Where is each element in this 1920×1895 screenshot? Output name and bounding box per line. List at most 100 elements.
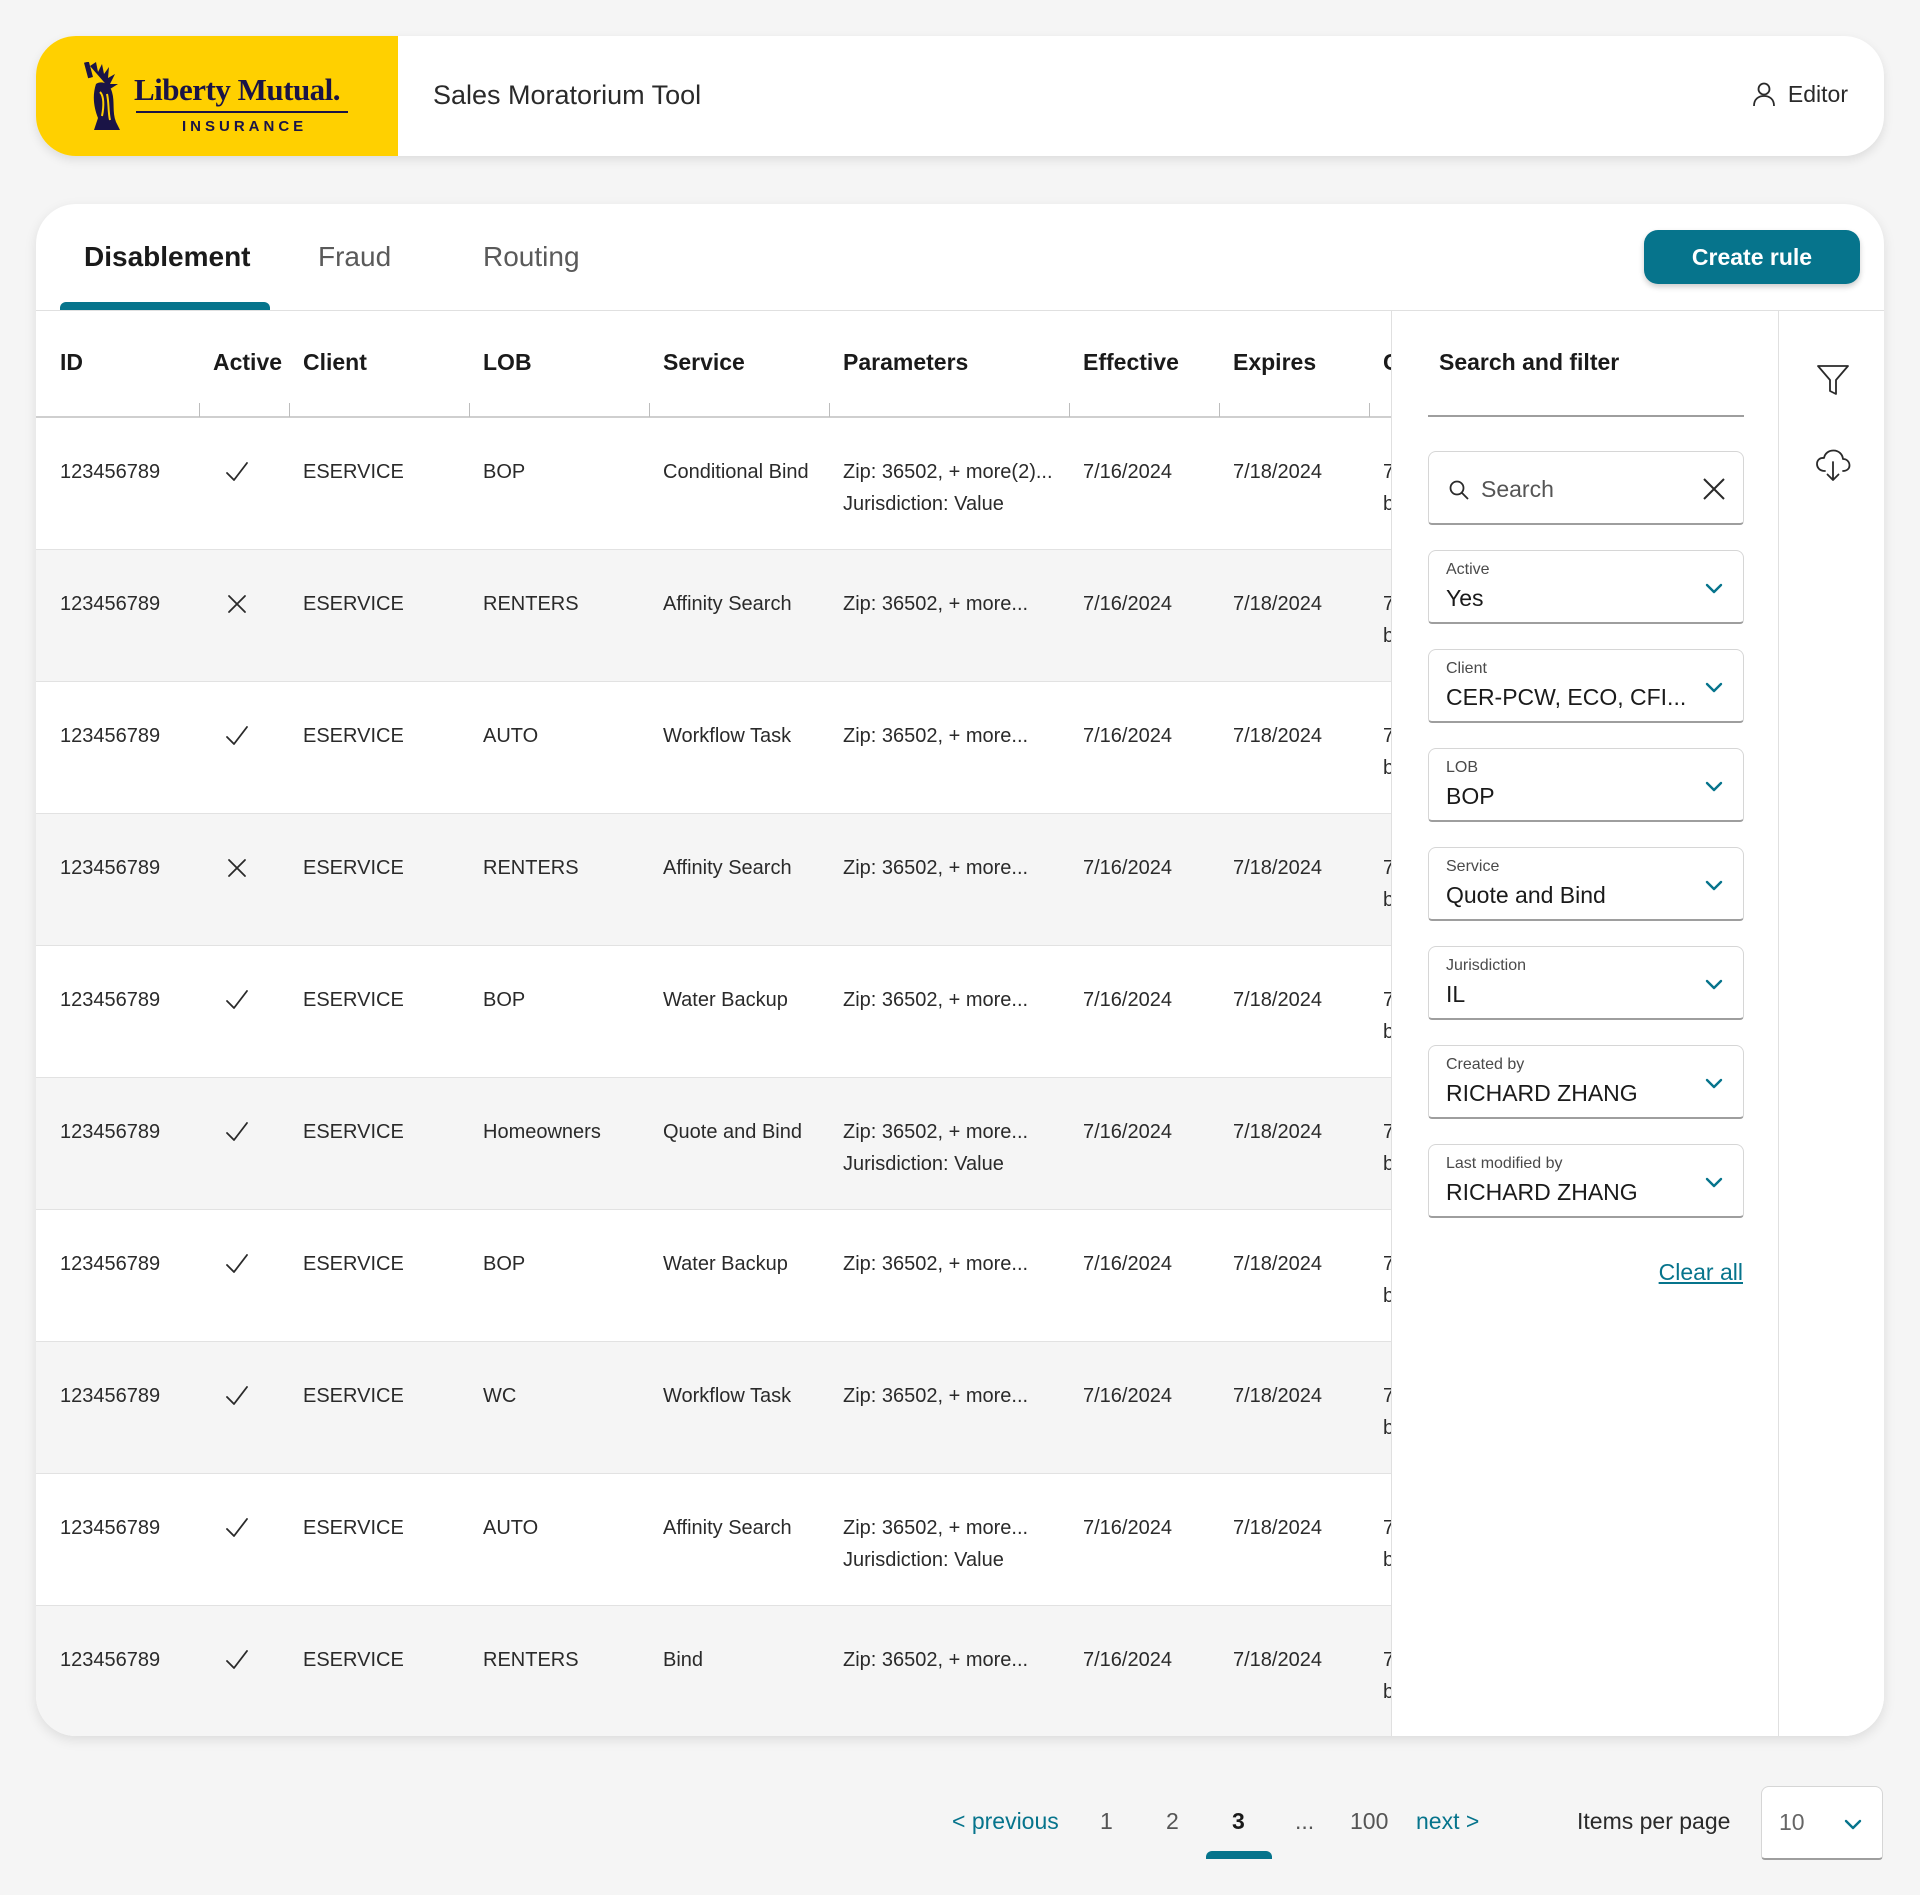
cell-service: Water Backup bbox=[663, 1253, 788, 1275]
col-separator[interactable] bbox=[829, 403, 830, 417]
table-row[interactable]: 123456789 ESERVICE AUTO Workflow Task Zip: 3… bbox=[36, 682, 1391, 814]
table-row[interactable]: 123456789 ESERVICE RENTERS Affinity Search Z… bbox=[36, 550, 1391, 682]
parameters-line: Zip: 36502, + more(2)... bbox=[843, 461, 1053, 483]
parameters-line: Zip: 36502, + more... bbox=[843, 1385, 1029, 1407]
truncated-line: 7 bbox=[1383, 725, 1391, 747]
cell-service: Affinity Search bbox=[663, 1517, 792, 1539]
cell-effective: 7/16/2024 bbox=[1083, 1649, 1172, 1671]
last-modified-by-filter-dropdown[interactable]: Last modified by RICHARD ZHANG bbox=[1428, 1144, 1744, 1218]
col-separator[interactable] bbox=[199, 403, 200, 417]
col-header-service[interactable]: Service bbox=[663, 349, 745, 375]
cell-client: ESERVICE bbox=[303, 1385, 404, 1407]
tab-disablement[interactable]: Disablement bbox=[60, 204, 270, 310]
table-row[interactable]: 123456789 ESERVICE Homeowners Quote and Bin… bbox=[36, 1078, 1391, 1210]
close-icon bbox=[228, 595, 246, 613]
user-menu[interactable]: Editor bbox=[1750, 80, 1848, 108]
cell-lob: RENTERS bbox=[483, 1649, 579, 1671]
col-separator[interactable] bbox=[1219, 403, 1220, 417]
cell-id: 123456789 bbox=[60, 1517, 161, 1539]
page-link-1[interactable]: 1 bbox=[1100, 1808, 1113, 1834]
dropdown-label: Jurisdiction bbox=[1446, 957, 1527, 974]
cell-id: 123456789 bbox=[60, 593, 161, 615]
search-input[interactable] bbox=[1481, 472, 1681, 506]
app-header: Liberty Mutual. INSURANCE Sales Moratori… bbox=[36, 36, 1884, 156]
col-header-active[interactable]: Active bbox=[213, 349, 283, 375]
cell-parameters: Zip: 36502, + more... bbox=[843, 1248, 1028, 1280]
cell-parameters: Zip: 36502, + more... bbox=[843, 1380, 1028, 1412]
dropdown-label: Service bbox=[1446, 858, 1500, 875]
cell-effective: 7/16/2024 bbox=[1083, 1253, 1172, 1275]
previous-page-link[interactable]: < previous bbox=[952, 1808, 1059, 1834]
table-row[interactable]: 123456789 ESERVICE RENTERS Bind Zip: 36502, … bbox=[36, 1606, 1391, 1736]
col-separator[interactable] bbox=[649, 403, 650, 417]
page-link-100[interactable]: 100 bbox=[1350, 1808, 1389, 1834]
cell-lob: RENTERS bbox=[483, 593, 579, 615]
items-per-page-select[interactable]: 10 bbox=[1761, 1786, 1883, 1860]
jurisdiction-filter-dropdown[interactable]: Jurisdiction IL bbox=[1428, 946, 1744, 1020]
cell-lob: BOP bbox=[483, 461, 526, 483]
cell-client: ESERVICE bbox=[303, 1121, 404, 1143]
tab-routing[interactable]: Routing bbox=[483, 241, 580, 272]
cell-active bbox=[223, 984, 251, 1024]
chevron-down-icon bbox=[1705, 583, 1723, 594]
chevron-down-icon bbox=[1844, 1819, 1862, 1830]
col-separator[interactable] bbox=[1369, 403, 1370, 417]
cell-active bbox=[223, 720, 251, 760]
table-row[interactable]: 123456789 ESERVICE BOP Water Backup Zip: 365… bbox=[36, 1210, 1391, 1342]
col-header-lob[interactable]: LOB bbox=[483, 349, 532, 375]
pagination: < previous 1 2 3 ... 100 next > Items pe… bbox=[0, 1786, 1920, 1860]
table-row[interactable]: 123456789 ESERVICE AUTO Affinity Search Zip:… bbox=[36, 1474, 1391, 1606]
col-separator[interactable] bbox=[1069, 403, 1070, 417]
page-link-2[interactable]: 2 bbox=[1166, 1808, 1179, 1834]
cell-client: ESERVICE bbox=[303, 857, 404, 879]
active-filter-dropdown[interactable]: Active Yes bbox=[1428, 550, 1744, 624]
dropdown-label: Client bbox=[1446, 660, 1487, 677]
created-by-filter-dropdown[interactable]: Created by RICHARD ZHANG bbox=[1428, 1045, 1744, 1119]
chevron-down-icon bbox=[1705, 682, 1723, 693]
table-row[interactable]: 123456789 ESERVICE WC Workflow Task Zip: 365… bbox=[36, 1342, 1391, 1474]
truncated-line: b bbox=[1383, 625, 1391, 647]
parameters-line: Zip: 36502, + more... bbox=[843, 725, 1029, 747]
logo-wordmark: Liberty Mutual. bbox=[134, 72, 341, 107]
table-row[interactable]: 123456789 ESERVICE RENTERS Affinity Search Z… bbox=[36, 814, 1391, 946]
truncated-line: b bbox=[1383, 1285, 1391, 1307]
client-filter-dropdown[interactable]: Client CER-PCW, ECO, CFI... bbox=[1428, 649, 1744, 723]
user-icon bbox=[1753, 82, 1775, 107]
chevron-down-icon bbox=[1705, 781, 1723, 792]
col-header-expires[interactable]: Expires bbox=[1233, 349, 1317, 375]
col-header-effective[interactable]: Effective bbox=[1083, 349, 1179, 375]
page-link-3-current[interactable]: 3 bbox=[1232, 1808, 1245, 1834]
cell-id: 123456789 bbox=[60, 1385, 161, 1407]
parameters-line: Zip: 36502, + more... bbox=[843, 857, 1029, 879]
tab-fraud[interactable]: Fraud bbox=[318, 241, 392, 272]
col-header-client[interactable]: Client bbox=[303, 349, 367, 375]
service-filter-dropdown[interactable]: Service Quote and Bind bbox=[1428, 847, 1744, 921]
chevron-down-icon bbox=[1705, 1078, 1723, 1089]
table-row[interactable]: 123456789 ESERVICE BOP Conditional Bind Zip:… bbox=[36, 418, 1391, 550]
dropdown-value: RICHARD ZHANG bbox=[1446, 1080, 1638, 1106]
truncated-line: b bbox=[1383, 1417, 1391, 1439]
cell-active bbox=[223, 1380, 251, 1420]
cell-lob: Homeowners bbox=[483, 1121, 601, 1143]
brand-logo[interactable]: Liberty Mutual. INSURANCE bbox=[36, 36, 398, 156]
table-row[interactable]: 123456789 ESERVICE BOP Water Backup Zip: 365… bbox=[36, 946, 1391, 1078]
next-page-link[interactable]: next > bbox=[1416, 1808, 1480, 1834]
search-field[interactable] bbox=[1428, 451, 1744, 525]
col-header-c[interactable]: C bbox=[1383, 349, 1391, 376]
cell-effective: 7/16/2024 bbox=[1083, 857, 1172, 879]
col-separator[interactable] bbox=[289, 403, 290, 417]
create-rule-button[interactable]: Create rule bbox=[1644, 230, 1860, 284]
filter-icon[interactable] bbox=[1814, 361, 1852, 399]
col-header-parameters[interactable]: Parameters bbox=[843, 349, 969, 375]
cloud-download-icon[interactable] bbox=[1814, 447, 1852, 485]
clear-search-icon[interactable] bbox=[1699, 474, 1729, 504]
clear-all-link[interactable]: Clear all bbox=[1658, 1259, 1743, 1285]
cell-active bbox=[223, 456, 251, 496]
col-header-id[interactable]: ID bbox=[60, 349, 83, 375]
col-separator[interactable] bbox=[469, 403, 470, 417]
parameters-line: Zip: 36502, + more... bbox=[843, 989, 1029, 1011]
check-icon bbox=[226, 990, 248, 1009]
dropdown-value: Quote and Bind bbox=[1446, 882, 1606, 908]
lob-filter-dropdown[interactable]: LOB BOP bbox=[1428, 748, 1744, 822]
